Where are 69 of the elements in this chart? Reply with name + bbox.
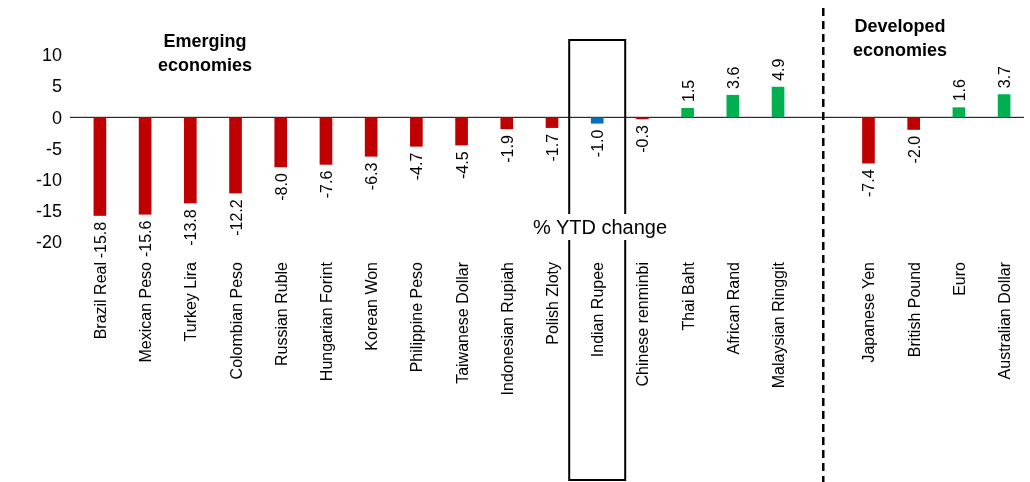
x-tick-label: Hungarian Forint bbox=[317, 261, 335, 382]
x-tick-label: Philippine Peso bbox=[408, 261, 426, 373]
x-tick-label: Indian Rupee bbox=[589, 261, 607, 358]
data-label: 1.6 bbox=[950, 79, 968, 102]
data-label: -4.7 bbox=[408, 152, 426, 181]
x-tick-label: Chinese renminbi bbox=[634, 262, 652, 387]
bar bbox=[952, 107, 966, 118]
bar bbox=[997, 94, 1011, 118]
bar bbox=[93, 117, 107, 216]
data-label: 3.7 bbox=[996, 65, 1014, 89]
bar bbox=[364, 117, 378, 157]
y-tick-label: -15 bbox=[35, 201, 62, 222]
bar bbox=[726, 94, 740, 118]
data-label: -15.8 bbox=[91, 221, 109, 259]
x-tick-label: Mexican Peso bbox=[137, 261, 155, 363]
bar bbox=[455, 117, 468, 146]
y-tick-label: -5 bbox=[45, 138, 62, 159]
y-tick-label: 0 bbox=[51, 107, 62, 128]
data-label: 4.9 bbox=[770, 58, 788, 81]
data-label: -0.3 bbox=[634, 125, 652, 153]
y-tick-label: 10 bbox=[41, 45, 62, 66]
data-label: -2.0 bbox=[905, 135, 923, 164]
bar bbox=[229, 117, 242, 194]
data-label: 1.5 bbox=[679, 79, 697, 102]
data-label: -1.7 bbox=[544, 133, 561, 162]
bar bbox=[274, 117, 288, 168]
data-label: -4.5 bbox=[453, 151, 471, 179]
x-axis-title: % YTD change bbox=[532, 216, 668, 238]
x-tick-label: Australian Dollar bbox=[996, 261, 1014, 380]
data-label: -8.0 bbox=[272, 173, 290, 201]
data-label: -6.3 bbox=[363, 162, 381, 191]
data-label: -15.6 bbox=[137, 220, 155, 258]
x-tick-label: Japanese Yen bbox=[860, 262, 878, 363]
y-tick-label: -20 bbox=[35, 232, 62, 253]
x-tick-label: Polish Zloty bbox=[544, 262, 561, 345]
x-tick-label: African Rand bbox=[724, 262, 742, 355]
data-label: -1.9 bbox=[498, 135, 516, 163]
bar bbox=[681, 107, 694, 118]
x-tick-label: Brazil Real bbox=[91, 262, 109, 340]
bar bbox=[907, 117, 921, 130]
x-tick-label: Turkey Lira bbox=[182, 261, 200, 342]
data-label: -12.2 bbox=[227, 199, 245, 236]
bar bbox=[410, 117, 423, 147]
bar bbox=[138, 117, 152, 215]
bar bbox=[319, 117, 333, 165]
bar bbox=[183, 117, 197, 204]
bar bbox=[862, 117, 875, 164]
x-tick-label: Indonesian Rupiah bbox=[498, 262, 516, 396]
annotation: Developed economies bbox=[852, 16, 948, 60]
y-tick-label: -10 bbox=[35, 169, 62, 190]
x-tick-label: Malaysian Ringgit bbox=[770, 261, 788, 389]
x-tick-label: Taiwanese Dollar bbox=[453, 261, 471, 384]
data-label: -7.6 bbox=[317, 170, 335, 199]
data-label: 3.6 bbox=[724, 66, 742, 89]
bar bbox=[771, 86, 785, 118]
bar bbox=[500, 117, 514, 130]
x-tick-label: Russian Ruble bbox=[272, 261, 290, 367]
data-label: -13.8 bbox=[182, 209, 200, 246]
x-tick-label: Euro bbox=[950, 261, 968, 296]
bar bbox=[590, 117, 604, 124]
x-tick-label: British Pound bbox=[905, 262, 923, 358]
x-tick-label: Korean Won bbox=[363, 262, 381, 351]
annotation: Emerging economies bbox=[157, 31, 253, 75]
bar bbox=[545, 117, 559, 128]
y-tick-label: 5 bbox=[51, 76, 62, 97]
x-tick-label: Thai Baht bbox=[679, 261, 697, 331]
data-label: -1.0 bbox=[589, 129, 607, 158]
data-label: -7.4 bbox=[860, 169, 878, 198]
x-tick-label: Colombian Peso bbox=[227, 261, 245, 380]
